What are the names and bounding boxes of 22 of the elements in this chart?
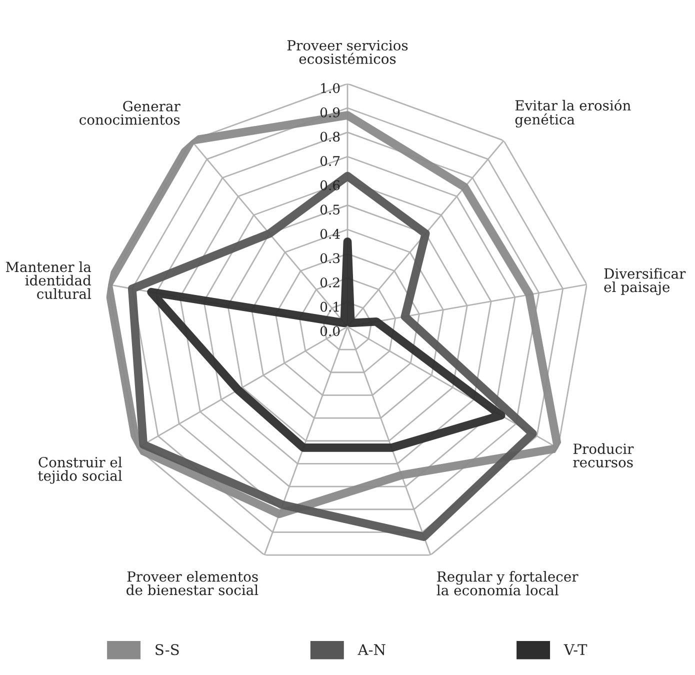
spoke-label: Regular y fortalecer la economía local [436,571,578,596]
spoke-label: Mantener la identidad cultural [6,261,92,300]
y-tick-label: 0.1 [320,302,339,312]
spoke-label: Proveer servicios ecosistémicos [287,40,408,64]
legend-label: A-N [358,644,386,656]
y-tick-label: 0.4 [320,228,340,239]
y-tick-label: 0.7 [320,156,340,166]
spoke-label: Evitar la erosión genética [515,99,631,128]
y-tick-label: 0.8 [320,132,340,142]
spoke-label: Construir el tejido social [38,456,122,484]
legend-label: S-S [156,644,179,656]
y-tick-label: 0.0 [320,326,340,336]
spoke-label: Proveer elementos de bienestar social [126,571,258,596]
y-tick-label: 0.2 [320,278,340,288]
y-tick-label: 0.5 [320,204,340,215]
y-tick-label: 0.3 [320,253,340,264]
y-tick-label: 1.0 [321,83,340,94]
spoke-label: Generar conocimientos [80,100,180,125]
y-tick-label: 0.9 [320,107,340,118]
spoke-label: Producir recursos [573,443,634,468]
legend-label: V-T [564,644,588,655]
spoke-label: Diversificar el paisaje [604,268,686,296]
